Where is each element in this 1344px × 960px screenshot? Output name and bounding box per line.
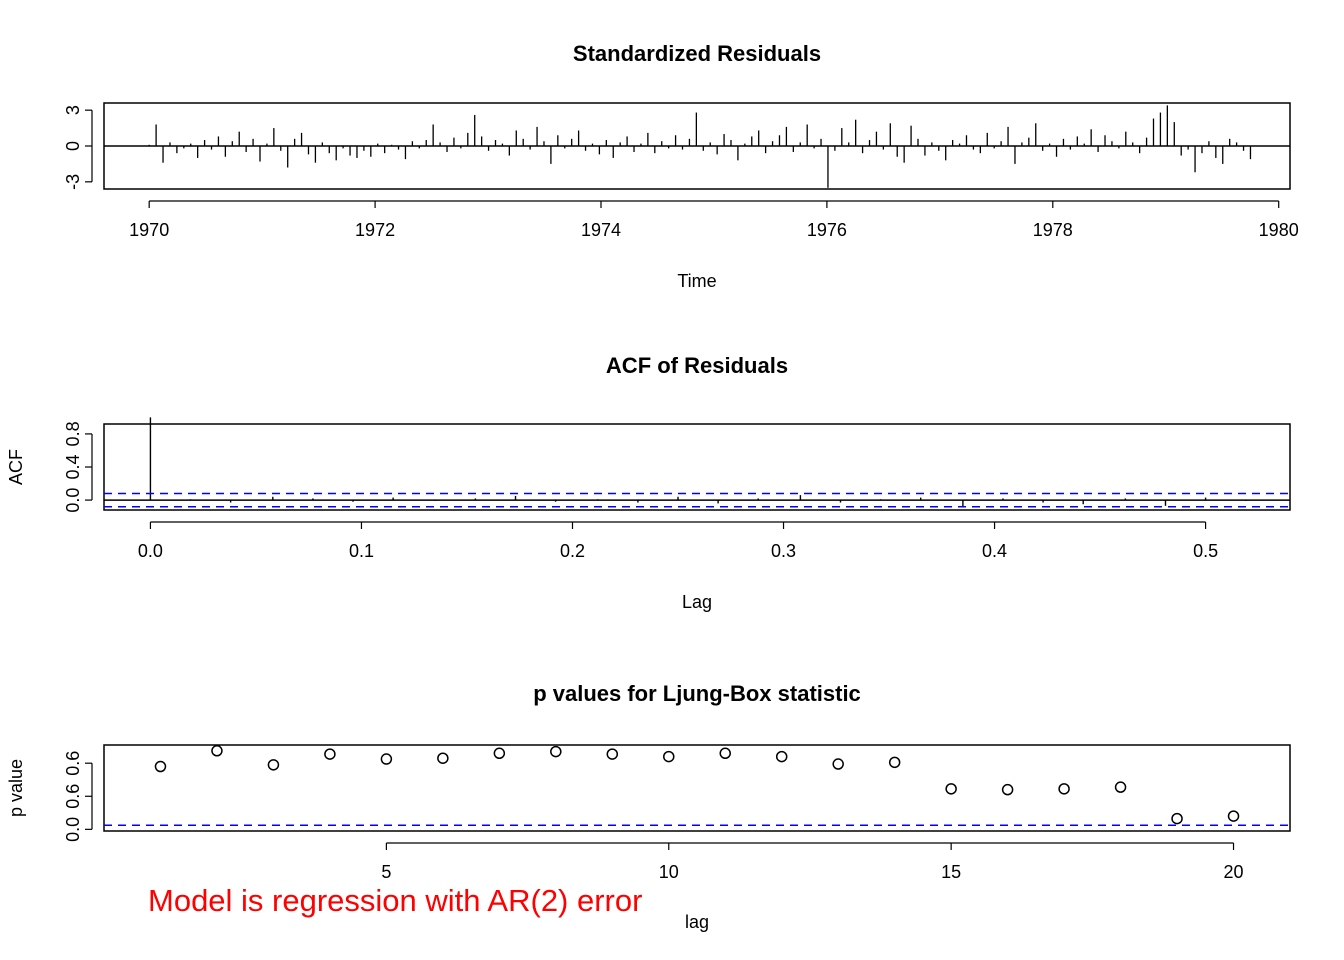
acf-x-tick-label: 0.1: [349, 541, 374, 561]
ljung-box-x-tick-label: 15: [941, 862, 961, 882]
acf-x-tick-label: 0.0: [138, 541, 163, 561]
ljung-box-plot-frame: [103, 744, 1291, 832]
ljung-box-title: p values for Ljung-Box statistic: [533, 681, 861, 706]
p-value-point: [1227, 810, 1240, 822]
ljung-box-x-tick-label: 20: [1224, 862, 1244, 882]
ljung-box-x-tick-label: 5: [381, 862, 391, 882]
p-value-point: [1171, 812, 1183, 825]
acf-x-label: Lag: [682, 592, 712, 612]
panel-ljung-box: p values for Ljung-Box statistic 5 10 15 20…: [6, 681, 1291, 932]
p-value-point: [380, 753, 393, 765]
residuals-y-tick-label: -3: [63, 174, 83, 190]
residuals-y-tick-label: 3: [63, 105, 83, 115]
p-value-point: [493, 747, 506, 760]
p-value-point: [663, 750, 675, 763]
residuals-x-tick-label: 1980: [1259, 220, 1299, 240]
residuals-series: [104, 105, 1290, 188]
ljung-box-y-axis: 0.0 0.6 0.6: [63, 751, 93, 842]
residuals-y-tick-label: 0: [63, 141, 83, 151]
residuals-x-tick-label: 1974: [581, 220, 621, 240]
acf-x-tick-label: 0.3: [771, 541, 796, 561]
p-value-point: [550, 745, 562, 758]
acf-plot-frame: [103, 423, 1291, 511]
p-value-point: [606, 748, 619, 760]
residuals-title: Standardized Residuals: [573, 41, 821, 66]
acf-y-label: ACF: [6, 449, 26, 485]
ljung-box-y-tick-label: 0.0: [63, 817, 83, 842]
acf-y-tick-label: 0.8: [63, 421, 83, 446]
ljung-box-y-tick-label: 0.6: [63, 751, 83, 776]
panel-acf: ACF of Residuals 0.0 0.1 0.2 0.3 0.4 0.5 0.00…: [6, 353, 1291, 612]
acf-y-tick-label: 0.0: [63, 488, 83, 513]
ljung-box-x-label: lag: [685, 912, 709, 932]
p-value-point: [1001, 783, 1014, 796]
residuals-x-label: Time: [677, 271, 716, 291]
ljung-box-x-axis: 5 10 15 20: [381, 842, 1244, 882]
acf-x-tick-label: 0.5: [1193, 541, 1218, 561]
acf-y-axis: 0.0 0.4 0.8: [63, 421, 93, 513]
ljung-box-x-tick-label: 10: [659, 862, 679, 882]
p-value-point: [719, 747, 731, 760]
ljung-box-series: [104, 745, 1290, 826]
ljung-box-y-label: p value: [6, 759, 26, 817]
residuals-x-tick-label: 1976: [807, 220, 847, 240]
p-value-point: [154, 760, 167, 773]
residuals-y-axis: -3 0 3: [63, 105, 93, 190]
acf-title: ACF of Residuals: [606, 353, 788, 378]
acf-x-axis: 0.0 0.1 0.2 0.3 0.4 0.5: [138, 521, 1218, 561]
acf-x-tick-label: 0.2: [560, 541, 585, 561]
p-value-point: [1058, 783, 1070, 795]
ljung-box-y-tick-label: 0.6: [63, 784, 83, 809]
acf-x-tick-label: 0.4: [982, 541, 1007, 561]
residuals-x-tick-label: 1970: [129, 220, 169, 240]
p-value-point: [437, 752, 449, 764]
panel-residuals: Standardized Residuals 1970 1972 1974 1976 1…: [63, 41, 1299, 291]
p-value-point: [324, 748, 336, 760]
p-value-point: [211, 745, 223, 757]
p-value-point: [775, 750, 788, 763]
p-value-point: [945, 783, 957, 795]
p-value-point: [888, 756, 901, 769]
p-value-point: [1114, 781, 1127, 793]
p-value-point: [267, 759, 280, 771]
residuals-x-tick-label: 1972: [355, 220, 395, 240]
residuals-x-tick-label: 1978: [1033, 220, 1073, 240]
residuals-x-axis: 1970 1972 1974 1976 1978 1980: [129, 200, 1299, 240]
p-value-point: [832, 758, 844, 770]
acf-y-tick-label: 0.4: [63, 454, 83, 479]
acf-series: [104, 417, 1290, 508]
model-annotation: Model is regression with AR(2) error: [148, 883, 642, 918]
